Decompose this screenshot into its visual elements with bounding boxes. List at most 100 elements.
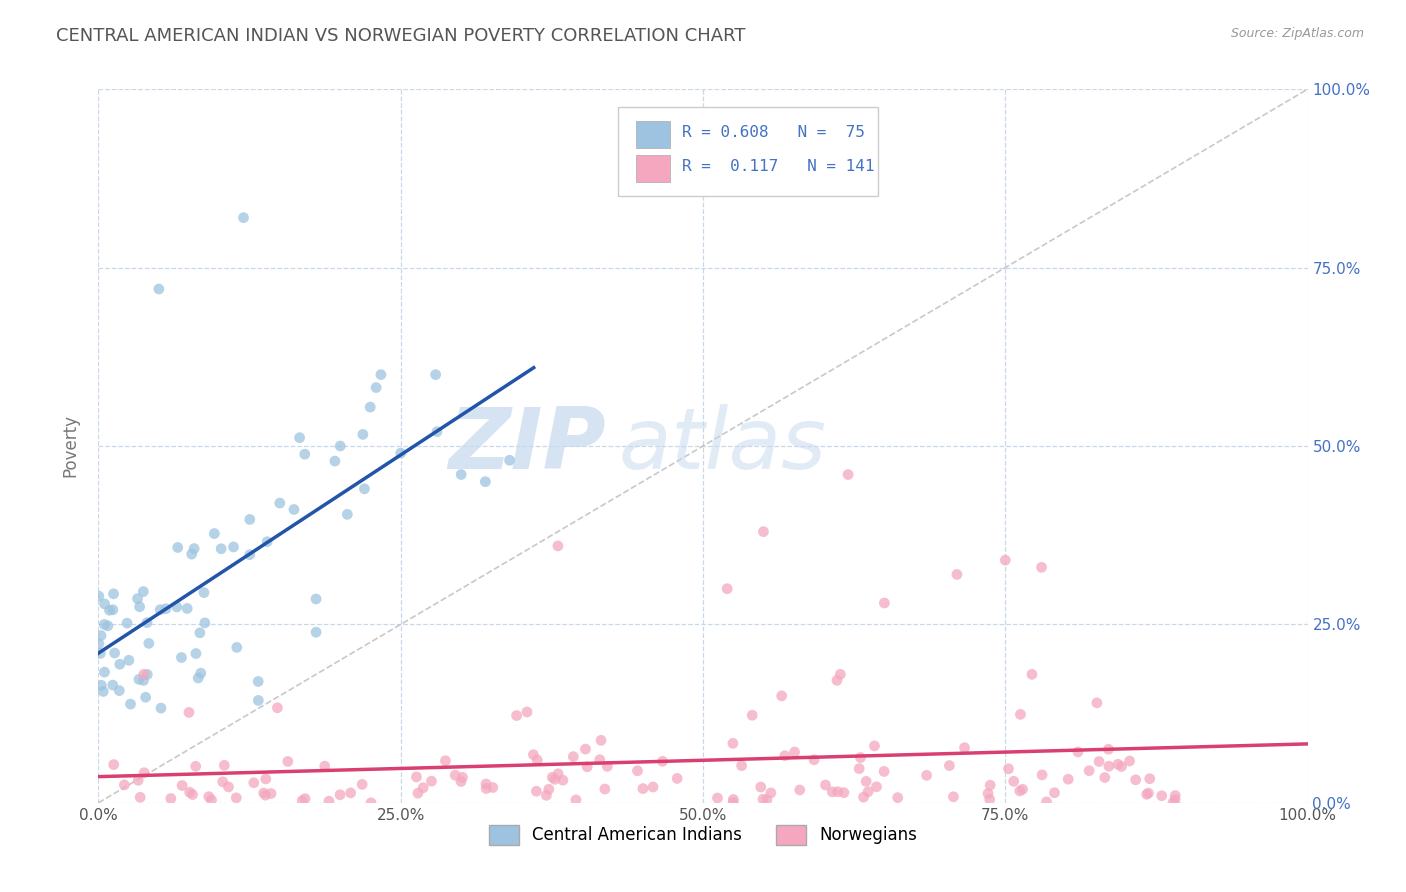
Point — [979, 792, 1001, 806]
Point — [547, 539, 569, 553]
Point — [498, 453, 520, 467]
Point — [256, 534, 278, 549]
Point — [93, 617, 115, 632]
Point — [253, 786, 276, 800]
Point — [1031, 560, 1053, 574]
Point — [755, 793, 778, 807]
Point — [101, 603, 124, 617]
Point — [101, 678, 124, 692]
Point — [243, 776, 266, 790]
Point — [873, 596, 896, 610]
Point — [773, 748, 796, 763]
Point — [547, 766, 569, 780]
Point — [136, 667, 159, 681]
Point — [706, 791, 728, 805]
Point — [1008, 784, 1031, 798]
Point — [288, 431, 311, 445]
Point — [1161, 796, 1184, 810]
Point — [541, 770, 564, 784]
Point — [1107, 757, 1129, 772]
Point — [865, 780, 887, 794]
Point — [129, 790, 152, 805]
Point — [1125, 772, 1147, 787]
Point — [214, 758, 236, 772]
Point — [128, 599, 150, 614]
Point — [266, 700, 288, 714]
Point — [254, 788, 277, 802]
Point — [562, 749, 585, 764]
Point — [752, 524, 775, 539]
Point — [232, 211, 254, 225]
Point — [247, 693, 270, 707]
Point — [294, 791, 316, 805]
Point — [132, 584, 155, 599]
Point — [749, 780, 772, 794]
Point — [132, 667, 155, 681]
Point — [837, 467, 859, 482]
Point — [1067, 745, 1090, 759]
Point — [979, 778, 1001, 792]
Point — [1136, 787, 1159, 801]
Point — [516, 705, 538, 719]
Point — [211, 774, 233, 789]
Point — [283, 502, 305, 516]
Point — [1078, 764, 1101, 778]
Point — [852, 790, 875, 805]
Point — [721, 736, 744, 750]
Point — [1011, 782, 1033, 797]
Point — [1002, 774, 1025, 789]
Point — [194, 615, 217, 630]
Point — [425, 368, 447, 382]
Point — [537, 782, 560, 797]
Point — [91, 684, 114, 698]
Point — [269, 496, 291, 510]
Point — [863, 739, 886, 753]
Point — [318, 794, 340, 808]
Point — [200, 793, 222, 807]
Point — [188, 625, 211, 640]
Point — [482, 780, 505, 795]
Text: R = 0.608   N =  75: R = 0.608 N = 75 — [682, 125, 865, 139]
Point — [505, 708, 527, 723]
Point — [1057, 772, 1080, 787]
Point — [1111, 759, 1133, 773]
Point — [789, 783, 811, 797]
Point — [405, 770, 427, 784]
Point — [946, 567, 969, 582]
Point — [1094, 771, 1116, 785]
Point — [202, 526, 225, 541]
Point — [294, 447, 316, 461]
Point — [942, 789, 965, 804]
Point — [103, 587, 125, 601]
Point — [565, 793, 588, 807]
Point — [329, 439, 352, 453]
Point — [93, 597, 115, 611]
Point — [352, 777, 374, 791]
Point — [135, 690, 157, 705]
Point — [222, 540, 245, 554]
Point — [247, 674, 270, 689]
Point — [193, 585, 215, 599]
Point — [389, 446, 412, 460]
Point — [1139, 772, 1161, 786]
Text: ZIP: ZIP — [449, 404, 606, 488]
Point — [426, 425, 449, 439]
Point — [574, 742, 596, 756]
Point — [593, 782, 616, 797]
Point — [366, 380, 388, 394]
Y-axis label: Poverty: Poverty — [62, 415, 80, 477]
Point — [225, 790, 247, 805]
Point — [120, 697, 142, 711]
Point — [239, 548, 262, 562]
Point — [994, 553, 1017, 567]
Point — [225, 640, 247, 655]
Point — [90, 678, 112, 692]
Point — [651, 754, 673, 768]
Point — [184, 647, 207, 661]
Point — [997, 762, 1019, 776]
Point — [166, 541, 188, 555]
Point — [166, 599, 188, 614]
Point — [190, 666, 212, 681]
Point — [159, 791, 181, 805]
Point — [181, 788, 204, 802]
